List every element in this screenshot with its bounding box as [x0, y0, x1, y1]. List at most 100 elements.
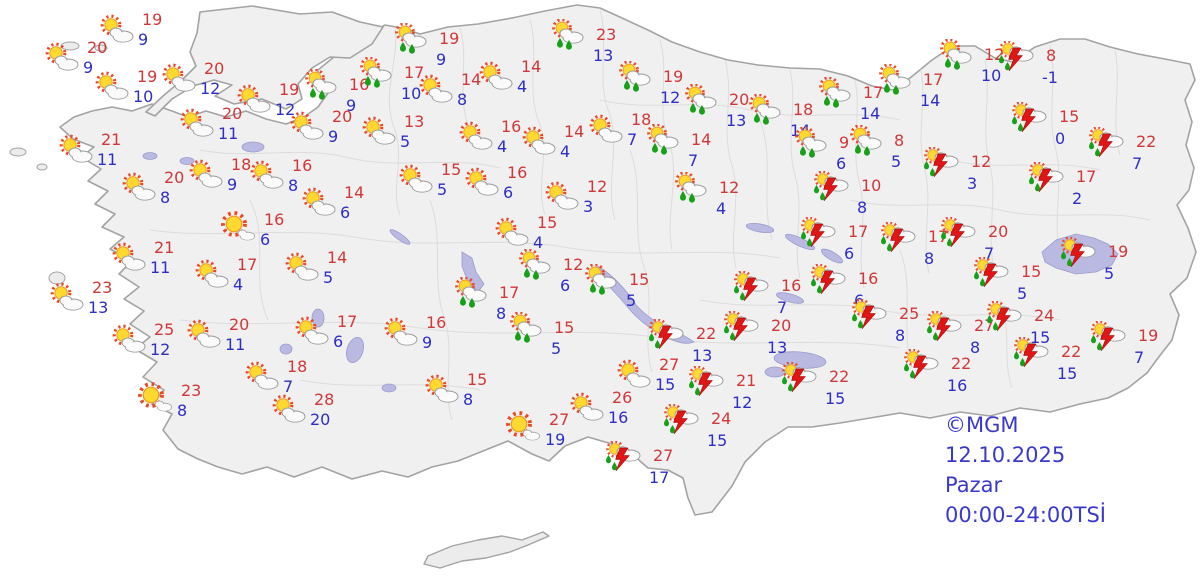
- low-temp: 9: [346, 96, 357, 115]
- thunderstorm-icon: [1011, 337, 1049, 369]
- partly-cloudy-icon: [361, 116, 399, 148]
- high-temp: 22: [951, 354, 972, 373]
- low-temp: 3: [967, 174, 978, 193]
- low-temp: 10: [981, 66, 1002, 85]
- thunderstorm-icon: [984, 301, 1022, 333]
- low-temp: 4: [497, 137, 508, 156]
- sun-rain-icon: [646, 124, 684, 156]
- partly-cloudy-icon: [44, 42, 82, 74]
- low-temp: 13: [88, 298, 109, 317]
- partly-cloudy-icon: [301, 187, 339, 219]
- high-temp: 21: [736, 371, 757, 390]
- sun-rain-icon: [818, 77, 856, 109]
- high-temp: 17: [499, 283, 520, 302]
- high-temp: 16: [858, 269, 879, 288]
- partly-cloudy-icon: [521, 126, 559, 158]
- sun-rain-icon: [584, 264, 622, 296]
- low-temp: 15: [825, 389, 846, 408]
- partly-cloudy-icon: [544, 181, 582, 213]
- low-temp: 15: [655, 375, 676, 394]
- low-temp: 13: [726, 111, 747, 130]
- low-temp: 5: [626, 291, 637, 310]
- high-temp: 19: [142, 10, 163, 29]
- low-temp: 11: [97, 150, 118, 169]
- partly-cloudy-icon: [289, 111, 327, 143]
- high-temp: 15: [1059, 107, 1080, 126]
- partly-cloudy-icon: [398, 164, 436, 196]
- sun-rain-icon: [674, 172, 712, 204]
- low-temp: 11: [225, 335, 246, 354]
- high-temp: 18: [231, 155, 252, 174]
- low-temp: 6: [503, 183, 514, 202]
- low-temp: 19: [545, 430, 566, 449]
- low-temp: 5: [400, 132, 411, 151]
- low-temp: 8: [857, 198, 868, 217]
- copyright-text: ©MGM: [945, 413, 1019, 437]
- low-temp: 16: [608, 408, 629, 427]
- high-temp: 12: [719, 178, 740, 197]
- thunderstorm-icon: [811, 171, 849, 203]
- low-temp: 12: [660, 88, 681, 107]
- high-temp: 8: [894, 131, 905, 150]
- low-temp: 2: [1072, 189, 1083, 208]
- high-temp: 10: [861, 176, 882, 195]
- partly-cloudy-icon: [94, 71, 132, 103]
- high-temp: 15: [441, 160, 462, 179]
- low-temp: 9: [422, 333, 433, 352]
- low-temp: -1: [1042, 68, 1058, 87]
- low-temp: 9: [436, 50, 447, 69]
- mostly-sunny-icon: [219, 211, 257, 243]
- low-temp: 13: [593, 46, 614, 65]
- low-temp: 15: [707, 431, 728, 450]
- high-temp: 22: [829, 367, 850, 386]
- high-temp: 8: [1046, 46, 1057, 65]
- high-temp: 21: [101, 130, 122, 149]
- low-temp: 7: [1132, 154, 1143, 173]
- low-temp: 8: [463, 390, 474, 409]
- high-temp: 24: [711, 409, 732, 428]
- high-temp: 17: [923, 70, 944, 89]
- high-temp: 27: [653, 446, 674, 465]
- thunderstorm-icon: [1086, 127, 1124, 159]
- low-temp: 8: [288, 176, 299, 195]
- partly-cloudy-icon: [161, 63, 199, 95]
- high-temp: 20: [988, 222, 1009, 241]
- low-temp: 16: [947, 376, 968, 395]
- high-temp: 16: [426, 313, 447, 332]
- date-text: 12.10.2025: [945, 443, 1066, 467]
- low-temp: 13: [692, 346, 713, 365]
- high-temp: 22: [696, 324, 717, 343]
- low-temp: 20: [310, 410, 331, 429]
- low-temp: 5: [1017, 284, 1028, 303]
- high-temp: 12: [971, 152, 992, 171]
- low-temp: 5: [323, 268, 334, 287]
- high-temp: 16: [507, 163, 528, 182]
- high-temp: 22: [1061, 342, 1082, 361]
- high-temp: 14: [461, 70, 482, 89]
- thunderstorm-icon: [1026, 162, 1064, 194]
- low-temp: 12: [275, 100, 296, 119]
- thunderstorm-icon: [779, 362, 817, 394]
- thunderstorm-icon: [721, 311, 759, 343]
- high-temp: 17: [404, 63, 425, 82]
- thunderstorm-icon: [808, 264, 846, 296]
- low-temp: 4: [233, 275, 244, 294]
- high-temp: 15: [554, 318, 575, 337]
- high-temp: 18: [287, 357, 308, 376]
- mostly-sunny-icon: [136, 382, 174, 414]
- high-temp: 16: [349, 75, 370, 94]
- low-temp: 12: [732, 393, 753, 412]
- low-temp: 6: [836, 154, 847, 173]
- high-temp: 19: [279, 80, 300, 99]
- sun-rain-icon: [394, 23, 432, 55]
- thunderstorm-icon: [921, 147, 959, 179]
- sun-rain-icon: [794, 127, 832, 159]
- high-temp: 19: [1108, 242, 1129, 261]
- high-temp: 17: [863, 83, 884, 102]
- low-temp: 5: [437, 180, 448, 199]
- partly-cloudy-icon: [271, 394, 309, 426]
- low-temp: 9: [328, 127, 339, 146]
- low-temp: 4: [517, 77, 528, 96]
- high-temp: 27: [549, 410, 570, 429]
